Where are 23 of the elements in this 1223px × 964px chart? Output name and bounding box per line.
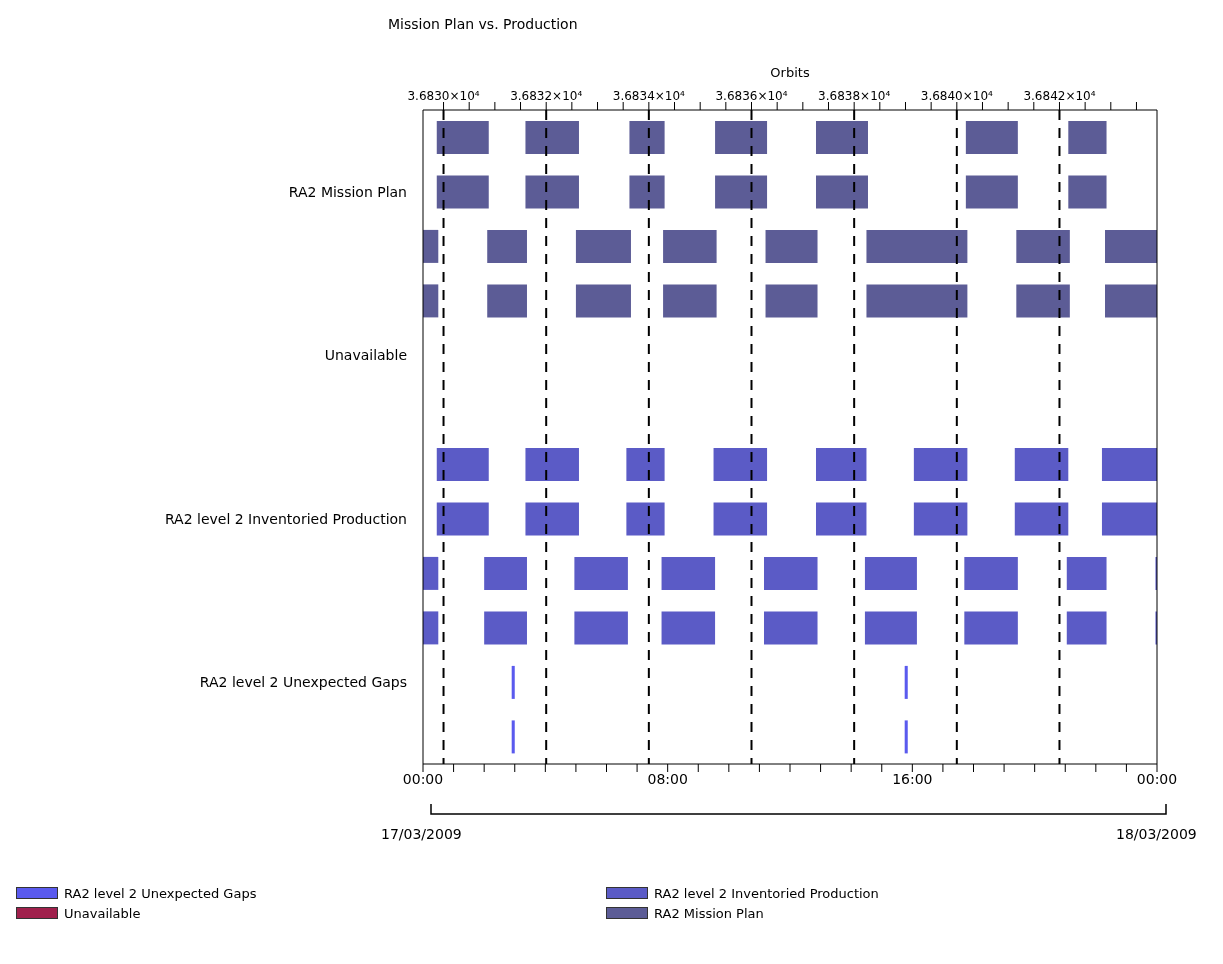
legend-label: RA2 level 2 Unexpected Gaps (64, 885, 257, 901)
x2-axis-title: Orbits (770, 65, 810, 81)
x2-tick-label: 3.6834×10⁴ (612, 89, 686, 103)
chart-title: Mission Plan vs. Production (388, 16, 578, 32)
x-tick-label: 00:00 (1136, 770, 1178, 787)
text: 18/03/2009 (1116, 826, 1197, 842)
x2-tick-label: 3.6840×10⁴ (920, 89, 994, 103)
x2-tick-label: 3.6838×10⁴ (818, 89, 891, 103)
x2-tick-label: 3.6830×10⁴ (407, 89, 480, 103)
y-tick-label: RA2 Mission Plan (288, 183, 407, 200)
legend-label: RA2 Mission Plan (654, 905, 764, 921)
y-tick-label: Unavailable (324, 347, 407, 364)
y-tick-label: RA2 level 2 Inventoried Production (164, 510, 407, 527)
x2-tick-label: 3.6836×10⁴ (715, 89, 788, 103)
legend-label: Unavailable (64, 905, 141, 921)
x2-tick-label: 3.6832×10⁴ (510, 89, 583, 103)
x-tick-label: 08:00 (647, 770, 688, 787)
x-tick-label: 00:00 (402, 770, 444, 787)
text: 17/03/2009 (381, 826, 462, 842)
y-tick-label: RA2 level 2 Unexpected Gaps (199, 674, 407, 691)
x-tick-label: 16:00 (892, 770, 933, 787)
legend-label: RA2 level 2 Inventoried Production (654, 885, 879, 901)
x2-tick-label: 3.6842×10⁴ (1023, 89, 1096, 103)
